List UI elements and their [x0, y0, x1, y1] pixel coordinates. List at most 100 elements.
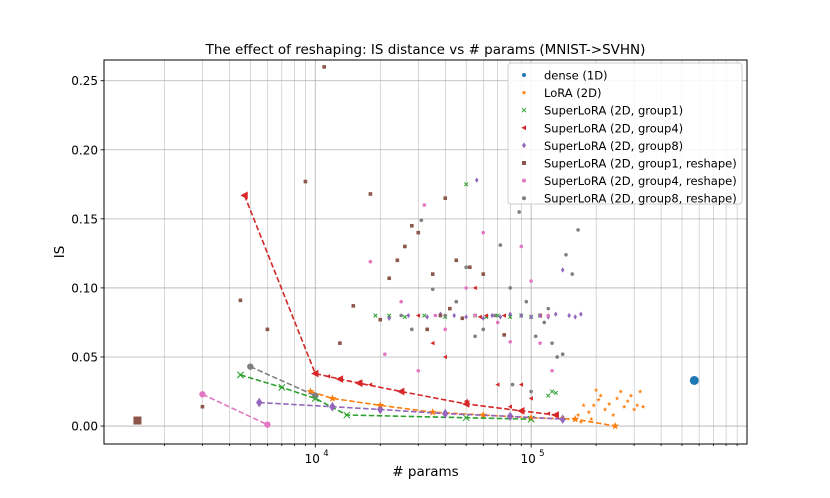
point-superlora-2d-group1-reshape: [338, 341, 342, 345]
point-superlora-2d-group1-reshape: [502, 333, 506, 337]
point-superlora-2d-group8-reshape: [473, 334, 477, 339]
point-lora-2d: [591, 402, 596, 408]
point-superlora-2d-group8-reshape: [481, 327, 486, 332]
point-superlora-2d-group4-reshape: [433, 313, 438, 318]
point-superlora-2d-group1-reshape: [425, 327, 430, 332]
point-superlora-2d-group8: [529, 314, 533, 320]
plot-frame: [103, 59, 748, 445]
point-superlora-2d-group1-reshape: [454, 258, 459, 263]
point-superlora-2d-group8: [481, 315, 486, 322]
pareto-front-lines: [133, 191, 699, 430]
point-superlora-2d-group8: [560, 267, 565, 273]
point-superlora-2d-group1-reshape: [378, 317, 383, 322]
point-superlora-2d-group8-reshape: [493, 313, 497, 318]
point-superlora-2d-group8-reshape: [555, 355, 559, 359]
point-superlora-2d-group4: [501, 313, 506, 318]
point-superlora-2d-group8: [579, 311, 583, 317]
point-superlora-2d-group1: [508, 314, 513, 320]
point-superlora-2d-group4-reshape: [538, 341, 542, 345]
point-superlora-2d-group8: [538, 312, 542, 319]
point-superlora-2d-group1: [238, 372, 243, 378]
point-superlora-2d-group1-reshape: [468, 265, 472, 269]
point-superlora-2d-group1-reshape: [438, 313, 443, 318]
point-superlora-2d-group4: [242, 193, 247, 198]
x-tick-label: 10: [305, 452, 320, 466]
point-superlora-2d-group1-reshape: [265, 327, 270, 332]
point-superlora-2d-group8-reshape: [498, 243, 503, 247]
legend-label-superlora-2d-group8: SuperLoRA (2D, group8): [544, 139, 683, 153]
point-superlora-2d-group1-reshape: [322, 65, 327, 69]
point-lora-2d: [628, 393, 634, 398]
x-axis-label: # params: [392, 464, 458, 480]
axis-ticks: 10 4 10 50.000.050.100.150.200.25: [71, 74, 738, 466]
point-lora-2d: [610, 412, 616, 417]
point-superlora-2d-group8: [406, 312, 411, 319]
point-lora-2d: [586, 409, 592, 415]
point-superlora-2d-group1-reshape: [368, 192, 373, 196]
legend-label-superlora-2d-group1-reshape: SuperLoRA (2D, group1, reshape): [544, 157, 737, 171]
point-superlora-2d-group4-reshape: [495, 320, 500, 325]
point-superlora-2d-group4: [518, 382, 524, 387]
y-tick-label: 0.10: [71, 281, 98, 295]
legend: dense (1D) LoRA (2D) SuperLoRA (2D, group1…: [507, 62, 743, 206]
x-tick-exponent: 5: [539, 449, 544, 459]
point-superlora-2d-group8-reshape: [570, 272, 575, 276]
point-superlora-2d-group8-reshape: [313, 393, 318, 398]
point-superlora-2d-group1-reshape: [387, 276, 391, 281]
legend-label-superlora-2d-group4-reshape: SuperLoRA (2D, group4, reshape): [544, 174, 737, 188]
point-superlora-2d-group8-reshape: [550, 341, 554, 345]
front-point-superlora-2d-group4: [355, 379, 363, 388]
point-superlora-2d-group8-reshape: [248, 364, 253, 369]
front-line-lora-2d: [310, 390, 616, 427]
point-dense-1d: [692, 378, 697, 383]
point-superlora-2d-group4-reshape: [422, 203, 427, 207]
legend-marker-superlora-2d-group4: [521, 125, 526, 131]
point-lora-2d: [637, 389, 643, 394]
point-lora-2d: [602, 407, 608, 412]
point-lora-2d: [578, 419, 584, 424]
point-superlora-2d-group8-reshape: [576, 228, 580, 232]
point-lora-2d: [622, 404, 627, 409]
point-superlora-2d-group4: [312, 371, 318, 376]
point-superlora-2d-group8-reshape: [419, 218, 424, 223]
front-line-superlora-2d-group4: [243, 195, 556, 416]
point-lora-2d: [430, 409, 435, 415]
point-superlora-2d-group4-reshape: [416, 368, 421, 373]
point-superlora-2d-group4-reshape: [529, 279, 533, 283]
y-axis-label: IS: [52, 246, 68, 259]
point-superlora-2d-group8: [498, 314, 503, 320]
point-superlora-2d-group4-reshape: [464, 286, 468, 290]
legend-label-dense-1d: dense (1D): [544, 69, 608, 83]
point-superlora-2d-group8-reshape: [517, 210, 521, 214]
point-superlora-2d-group4: [553, 412, 558, 418]
data-points: [135, 65, 697, 428]
x-tick-label: 10: [521, 452, 536, 466]
legend-box: [507, 62, 743, 205]
point-superlora-2d-group4-reshape: [546, 313, 551, 318]
point-lora-2d: [581, 402, 586, 408]
legend-marker-superlora-2d-group1: [521, 107, 527, 113]
point-superlora-2d-group4: [495, 382, 500, 387]
point-superlora-2d-group4-reshape: [368, 259, 373, 264]
point-superlora-2d-group8: [573, 314, 578, 320]
point-superlora-2d-group1-reshape: [351, 304, 356, 308]
point-superlora-2d-group4-reshape: [200, 392, 205, 397]
point-lora-2d: [640, 404, 646, 409]
point-lora-2d: [614, 396, 620, 401]
legend-marker-lora-2d: [521, 90, 527, 95]
point-superlora-2d-group1: [387, 313, 392, 318]
point-superlora-2d-group1-reshape: [303, 179, 308, 184]
point-superlora-2d-group1: [344, 412, 349, 418]
front-line-superlora-2d-group8: [259, 401, 563, 420]
point-superlora-2d-group8-reshape: [430, 287, 435, 292]
point-superlora-2d-group4-reshape: [265, 422, 270, 427]
point-superlora-2d-group8-reshape: [399, 313, 403, 318]
point-superlora-2d-group1-reshape: [416, 230, 421, 235]
legend-marker-superlora-2d-group1-reshape: [522, 161, 526, 165]
legend-label-superlora-2d-group8-reshape: SuperLoRA (2D, group8, reshape): [544, 192, 737, 206]
point-superlora-2d-group8: [452, 312, 456, 319]
point-lora-2d: [308, 389, 313, 394]
point-superlora-2d-group4: [368, 382, 373, 387]
point-superlora-2d-group4: [483, 313, 489, 318]
point-lora-2d: [634, 402, 640, 408]
